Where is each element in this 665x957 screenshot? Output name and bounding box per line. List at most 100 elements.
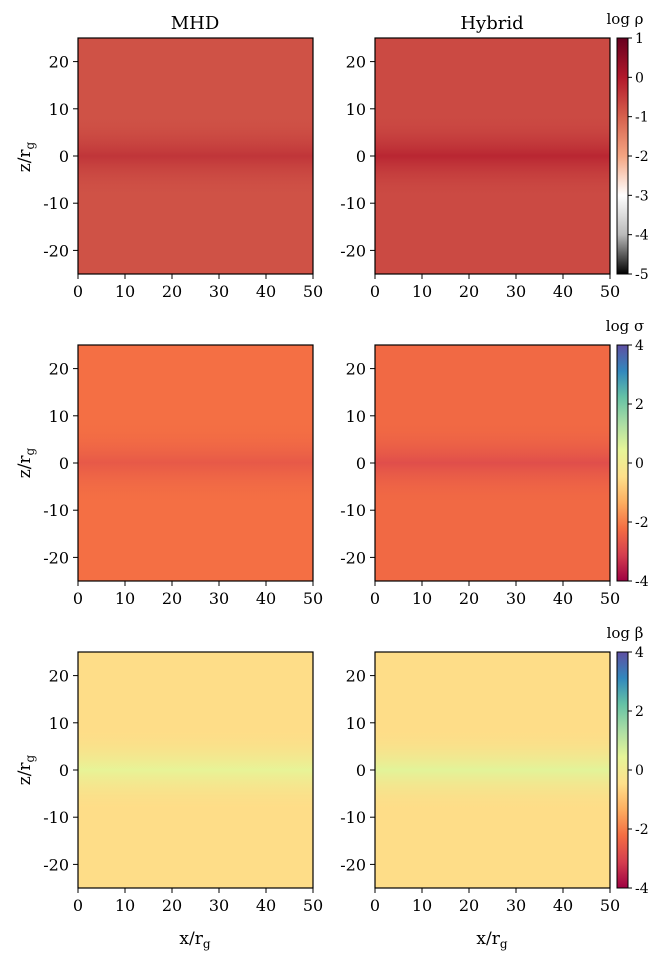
colorbar-tick-label: 2: [635, 704, 644, 720]
y-tick-label: 10: [346, 714, 366, 733]
region-disk: [78, 727, 313, 813]
x-tick-label: 50: [600, 282, 620, 301]
colorbar-tick-label: 0: [635, 456, 644, 472]
x-tick-label: 40: [256, 896, 276, 915]
region-disk: [375, 113, 610, 199]
column-title-mhd: MHD: [171, 13, 220, 34]
colorbar-tick-label: 0: [635, 763, 644, 779]
x-tick-label: 0: [73, 589, 83, 608]
region-disk: [375, 727, 610, 813]
xlabel-hybrid: x/rg: [476, 929, 507, 951]
region-disk: [78, 420, 313, 506]
x-tick-label: 50: [303, 896, 323, 915]
x-tick-label: 40: [553, 896, 573, 915]
x-tick-label: 0: [370, 282, 380, 301]
x-tick-label: 20: [162, 896, 182, 915]
x-tick-label: 20: [459, 896, 479, 915]
y-tick-label: 10: [49, 714, 69, 733]
x-tick-label: 40: [256, 282, 276, 301]
y-tick-label: 0: [356, 761, 366, 780]
y-tick-label: 10: [49, 100, 69, 119]
colorbar-tick-label: -4: [635, 574, 649, 590]
y-tick-label: 20: [346, 360, 366, 379]
y-tick-label: -20: [43, 548, 69, 567]
colorbar-tick-label: 4: [635, 338, 644, 354]
y-tick-label: -10: [340, 501, 366, 520]
svg-text:z/rg: z/rg: [15, 141, 37, 172]
x-tick-label: 30: [209, 282, 229, 301]
y-tick-label: 20: [49, 53, 69, 72]
x-tick-label: 20: [162, 282, 182, 301]
colorbar: [616, 651, 629, 889]
y-tick-label: -20: [43, 241, 69, 260]
y-tick-label: 0: [59, 147, 69, 166]
x-tick-label: 0: [73, 282, 83, 301]
y-tick-label: 0: [356, 454, 366, 473]
y-tick-label: 20: [346, 667, 366, 686]
colorbar-tick-label: -2: [635, 515, 649, 531]
ylabel-row-2: z/rg: [15, 754, 37, 785]
x-tick-label: 30: [209, 589, 229, 608]
x-tick-label: 10: [115, 282, 135, 301]
colorbar-tick-label: -2: [635, 149, 649, 165]
colorbar-tick-label: -1: [635, 110, 649, 126]
y-tick-label: -10: [43, 501, 69, 520]
y-tick-label: -10: [43, 194, 69, 213]
x-tick-label: 50: [303, 282, 323, 301]
ylabel-row-1: z/rg: [15, 447, 37, 478]
colorbar-tick-label: -4: [635, 228, 649, 244]
y-tick-label: 0: [59, 761, 69, 780]
svg-text:z/rg: z/rg: [15, 754, 37, 785]
colorbar-tick-label: -2: [635, 822, 649, 838]
region-disk: [78, 113, 313, 199]
y-tick-label: -20: [340, 548, 366, 567]
colorbar-tick-label: 1: [635, 31, 644, 47]
y-tick-label: 10: [49, 407, 69, 426]
x-tick-label: 0: [370, 896, 380, 915]
x-tick-label: 50: [303, 589, 323, 608]
x-tick-label: 40: [553, 589, 573, 608]
colorbar-title-beta: log β: [607, 624, 644, 642]
region-disk: [375, 420, 610, 506]
y-tick-label: -20: [340, 241, 366, 260]
x-tick-label: 50: [600, 589, 620, 608]
y-tick-label: 0: [356, 147, 366, 166]
x-tick-label: 30: [506, 282, 526, 301]
y-tick-label: 20: [49, 667, 69, 686]
y-tick-label: -10: [43, 808, 69, 827]
colorbar-title-sigma: log σ: [606, 317, 644, 335]
colorbar-tick-label: -4: [635, 881, 649, 897]
x-tick-label: 20: [459, 589, 479, 608]
colorbar-tick-label: 0: [635, 70, 644, 86]
y-tick-label: 20: [49, 360, 69, 379]
x-tick-label: 30: [209, 896, 229, 915]
y-tick-label: 10: [346, 100, 366, 119]
svg-text:z/rg: z/rg: [15, 447, 37, 478]
x-tick-label: 0: [73, 896, 83, 915]
colorbar-title-rho: log ρ: [606, 10, 643, 28]
x-tick-label: 30: [506, 896, 526, 915]
x-tick-label: 50: [600, 896, 620, 915]
x-tick-label: 10: [412, 589, 432, 608]
colorbar-tick-label: 2: [635, 397, 644, 413]
y-tick-label: 20: [346, 53, 366, 72]
colorbar-tick-label: -3: [635, 188, 649, 204]
colorbar: [616, 344, 629, 582]
x-tick-label: 40: [256, 589, 276, 608]
y-tick-label: 10: [346, 407, 366, 426]
y-tick-label: -20: [340, 855, 366, 874]
colorbar-tick-label: 4: [635, 645, 644, 661]
x-tick-label: 30: [506, 589, 526, 608]
y-tick-label: -10: [340, 194, 366, 213]
x-tick-label: 10: [115, 589, 135, 608]
x-tick-label: 10: [115, 896, 135, 915]
y-tick-label: 0: [59, 454, 69, 473]
y-tick-label: -10: [340, 808, 366, 827]
x-tick-label: 10: [412, 896, 432, 915]
x-tick-label: 10: [412, 282, 432, 301]
y-tick-label: -20: [43, 855, 69, 874]
x-tick-label: 20: [459, 282, 479, 301]
colorbar-tick-label: -5: [635, 267, 649, 283]
x-tick-label: 20: [162, 589, 182, 608]
